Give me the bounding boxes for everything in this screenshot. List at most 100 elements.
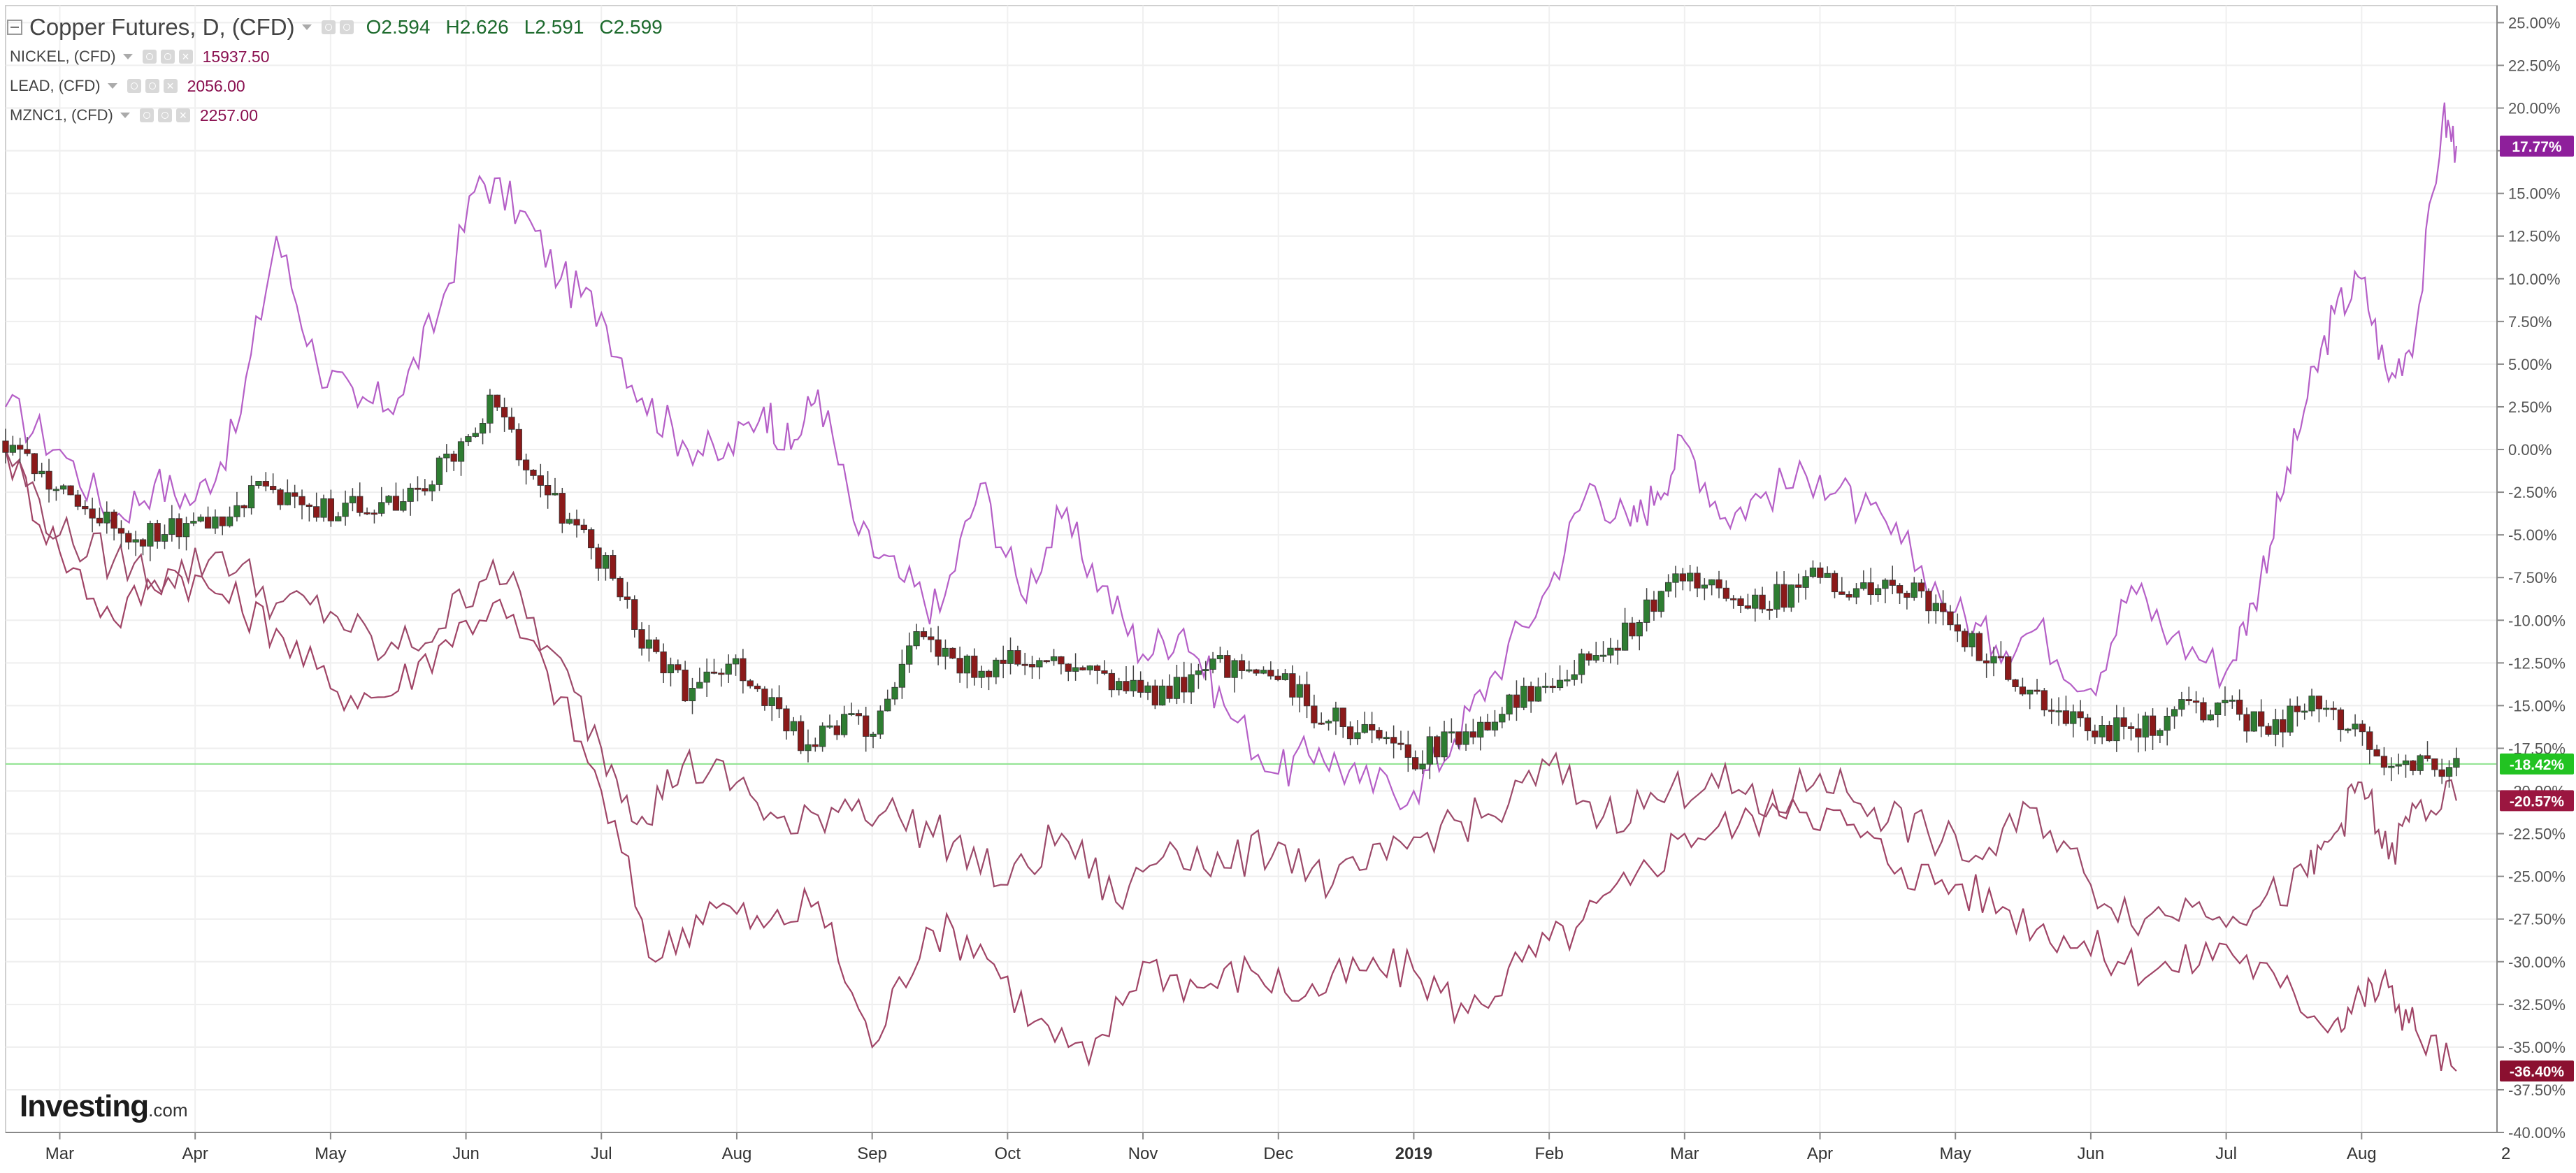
eye-icon[interactable] <box>127 79 141 93</box>
x-tick-label: 2019 <box>1395 1144 1432 1163</box>
series-line-lead <box>4 449 2457 1072</box>
close-icon[interactable]: × <box>175 108 190 122</box>
candle-body <box>292 492 298 497</box>
compare-row-zinc[interactable]: MZNC1, (CFD) × 2257.00 <box>7 101 678 130</box>
candle-body <box>1722 587 1730 599</box>
candle-body <box>1376 730 1383 739</box>
candle-body <box>298 496 305 505</box>
candle-body <box>2438 769 2445 777</box>
grid-layer <box>5 5 2498 1133</box>
y-tick-label: -2.50% <box>2508 484 2557 501</box>
candle-body <box>31 453 38 475</box>
candle-body <box>877 710 884 735</box>
candle-body <box>204 517 212 529</box>
candle-body <box>1477 721 1484 737</box>
x-tick-label: Oct <box>995 1144 1021 1163</box>
collapse-icon[interactable] <box>7 20 22 35</box>
axis-layer[interactable]: 25.00%22.50%20.00%17.50%15.00%12.50%10.0… <box>6 6 2574 1163</box>
candle-body <box>9 445 16 453</box>
candle-body <box>1990 656 1997 663</box>
candle-body <box>385 496 392 503</box>
candle-body <box>407 487 414 502</box>
x-tick-label: May <box>315 1144 346 1163</box>
candle-body <box>898 663 906 688</box>
candle-body <box>1882 580 1889 589</box>
compare-row-lead[interactable]: LEAD, (CFD) × 2056.00 <box>7 71 678 101</box>
candle-body <box>1469 731 1477 737</box>
candle-body <box>2453 758 2460 768</box>
compare-label-zinc[interactable]: MZNC1, (CFD) <box>10 106 113 124</box>
candle-body <box>1824 573 1831 578</box>
candle-body <box>1564 679 1571 682</box>
x-tick-label-trailing: 2 <box>2501 1144 2510 1163</box>
candle-body <box>1173 677 1181 699</box>
candle-body <box>2142 715 2149 737</box>
candle-body <box>1224 655 1231 678</box>
candle-body <box>855 713 862 717</box>
compare-label-lead[interactable]: LEAD, (CFD) <box>10 77 101 94</box>
gear-icon[interactable] <box>160 50 175 64</box>
compare-label-nickel[interactable]: NICKEL, (CFD) <box>10 48 116 65</box>
candle-body <box>1636 622 1643 637</box>
candle-body <box>2077 711 2084 719</box>
compare-row-nickel[interactable]: NICKEL, (CFD) × 15937.50 <box>7 42 678 71</box>
candle-body <box>38 470 45 475</box>
candle-body <box>993 659 1000 677</box>
eye-icon[interactable] <box>142 50 157 64</box>
candle-body <box>1621 622 1629 651</box>
candle-body <box>342 503 349 517</box>
candle-body <box>2012 679 2019 687</box>
chevron-down-icon[interactable] <box>107 83 117 89</box>
candle-body <box>2243 714 2250 732</box>
candle-body <box>1802 576 1809 588</box>
gear-icon[interactable] <box>157 108 172 122</box>
candle-body <box>1629 622 1636 637</box>
high-key: H <box>445 16 460 38</box>
close-icon[interactable]: × <box>163 79 178 93</box>
candle-body <box>617 577 624 598</box>
candle-body <box>2178 699 2185 710</box>
candle-body <box>1917 582 1925 592</box>
value-badge-label: 17.77% <box>2512 139 2562 155</box>
main-series-title[interactable]: Copper Futures, D, (CFD) <box>29 14 295 40</box>
value-badge <box>2500 790 2574 812</box>
candle-body <box>270 486 277 491</box>
chevron-down-icon[interactable] <box>120 113 130 118</box>
main-series-row[interactable]: Copper Futures, D, (CFD) O2.594 H2.626 L… <box>7 13 678 42</box>
candle-body <box>942 647 949 657</box>
candle-body <box>2200 702 2207 721</box>
candle-body <box>725 663 732 675</box>
close-icon[interactable]: × <box>178 50 193 64</box>
candle-body <box>2113 717 2120 742</box>
gear-icon[interactable] <box>145 79 159 93</box>
candle-body <box>1737 598 1744 606</box>
x-tick-label: Jul <box>591 1144 612 1163</box>
x-tick-label: Nov <box>1128 1144 1158 1163</box>
candle-body <box>710 671 718 674</box>
chevron-down-icon[interactable] <box>301 24 312 30</box>
candle-body <box>682 669 689 702</box>
candle-body <box>1983 660 1990 663</box>
candle-body <box>631 599 638 630</box>
value-badge <box>2500 1060 2574 1082</box>
investing-logo[interactable]: Investing.com <box>20 1089 188 1124</box>
eye-icon[interactable] <box>139 108 154 122</box>
y-tick-label: 22.50% <box>2508 57 2561 74</box>
chevron-down-icon[interactable] <box>122 54 133 59</box>
candle-body <box>667 664 675 674</box>
candle-body <box>2323 707 2330 710</box>
settings-icon[interactable] <box>321 20 336 34</box>
y-tick-label: -7.50% <box>2508 569 2557 586</box>
candle-body <box>2258 711 2265 727</box>
candle-body <box>1607 647 1614 656</box>
gear-icon[interactable] <box>339 20 354 34</box>
candle-body <box>277 489 284 505</box>
candle-body <box>52 489 60 491</box>
candle-body <box>154 523 161 542</box>
candle-body <box>841 714 848 735</box>
y-tick-label: -12.50% <box>2508 654 2566 672</box>
comparison-series-layer <box>4 102 2457 1072</box>
candle-body <box>1231 660 1238 678</box>
